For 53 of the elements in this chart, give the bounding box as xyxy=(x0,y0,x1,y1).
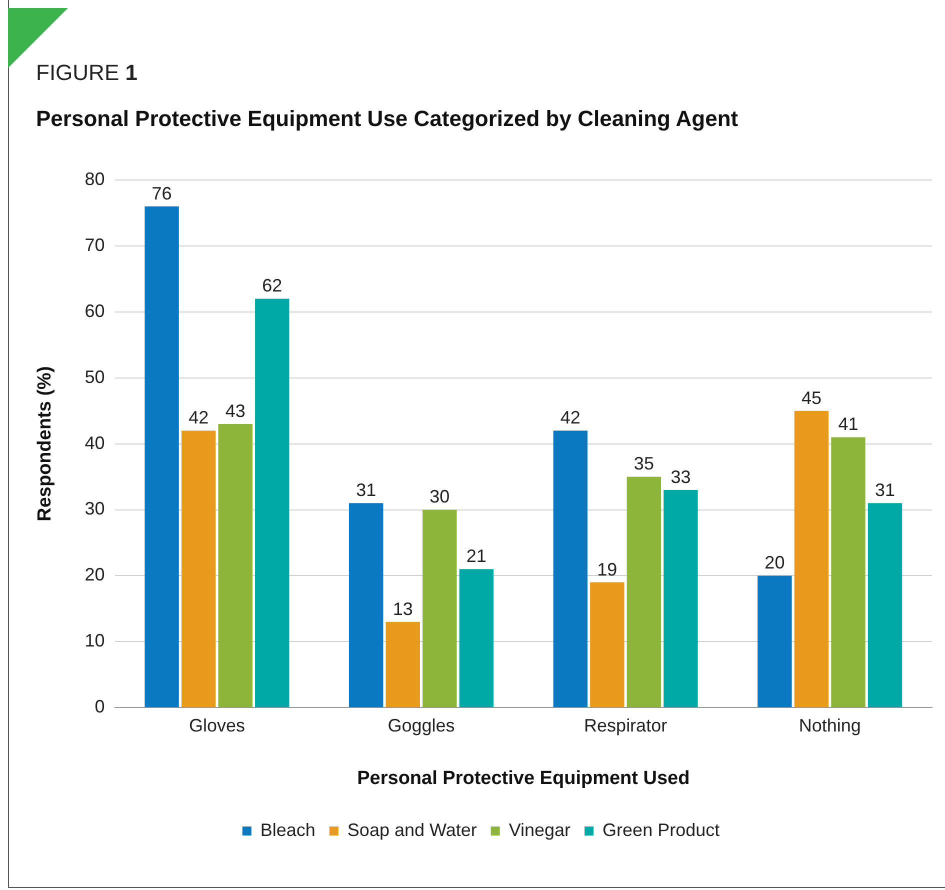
bar xyxy=(422,510,457,708)
bar xyxy=(218,424,252,708)
bar xyxy=(386,622,420,708)
y-tick-label: 60 xyxy=(84,300,105,321)
data-label: 45 xyxy=(801,388,822,408)
y-tick-label: 20 xyxy=(84,564,105,585)
y-tick-label: 40 xyxy=(84,432,105,453)
bar xyxy=(626,476,662,708)
data-label: 20 xyxy=(764,552,785,573)
bar xyxy=(758,576,792,708)
x-tick-label: Respirator xyxy=(584,715,668,736)
data-label: 42 xyxy=(560,408,580,428)
bar xyxy=(181,430,216,708)
x-axis-title: Personal Protective Equipment Used xyxy=(357,768,690,789)
x-tick-label: Goggles xyxy=(388,715,455,736)
legend-label: Green Product xyxy=(602,820,720,840)
y-tick-label: 50 xyxy=(84,366,105,387)
bar xyxy=(459,569,494,708)
y-tick-label: 80 xyxy=(84,168,105,189)
data-label: 33 xyxy=(670,466,691,487)
y-tick-label: 0 xyxy=(94,696,105,717)
data-label: 42 xyxy=(188,408,209,428)
y-tick-label: 70 xyxy=(84,234,105,255)
bar xyxy=(553,430,588,708)
bar xyxy=(349,503,384,708)
bar xyxy=(590,582,624,708)
caption: FIGURE 1 xyxy=(36,60,138,86)
y-tick-label: 10 xyxy=(84,630,105,651)
data-label: 13 xyxy=(392,598,413,619)
bar xyxy=(144,206,179,708)
legend-label: Bleach xyxy=(260,820,316,840)
x-tick-label: Gloves xyxy=(188,715,245,736)
data-label: 62 xyxy=(262,276,282,296)
data-label: 31 xyxy=(356,480,376,500)
bar xyxy=(255,298,290,708)
data-label: 35 xyxy=(634,454,654,474)
data-label: 76 xyxy=(152,183,172,204)
bar xyxy=(664,490,698,708)
bar xyxy=(868,503,902,708)
data-label: 41 xyxy=(838,414,858,434)
data-label: 31 xyxy=(874,480,896,500)
data-label: 21 xyxy=(466,546,486,566)
data-label: 19 xyxy=(597,559,618,580)
y-tick-label: 30 xyxy=(84,498,105,519)
legend-label: Soap and Water xyxy=(347,820,477,840)
bar xyxy=(794,410,829,708)
data-label: 43 xyxy=(225,400,246,421)
chart-title: Personal Protective Equipment Use Categorized by Cleaning Agent xyxy=(36,106,738,132)
y-axis-title: Respondents (%) xyxy=(34,366,56,522)
data-label: 30 xyxy=(430,486,450,507)
legend-label: Vinegar xyxy=(508,820,571,840)
x-tick-label: Nothing xyxy=(798,715,861,736)
bar xyxy=(831,437,866,708)
